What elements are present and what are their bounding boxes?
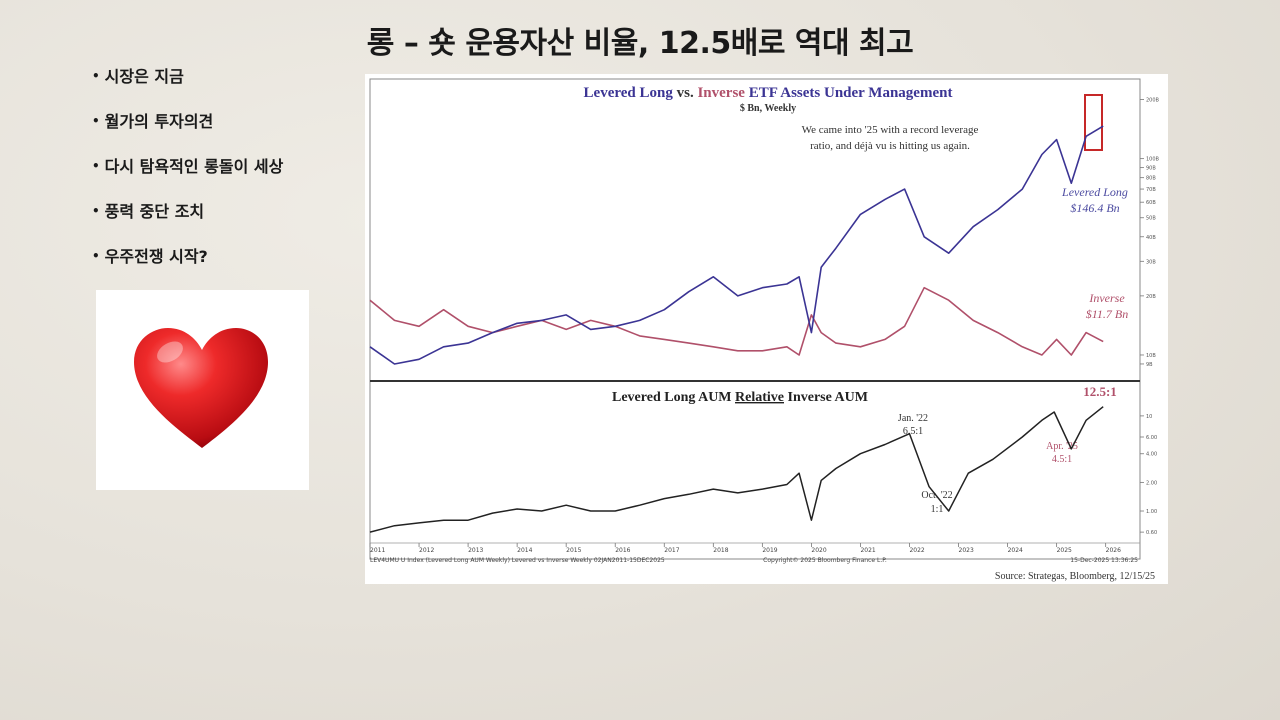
inverse-series-value: $11.7 Bn <box>1086 307 1128 321</box>
slide-title: 롱 – 숏 운용자산 비율, 12.5배로 역대 최고 <box>366 26 914 61</box>
x-tick-label: 2017 <box>664 547 679 554</box>
bottom-plot <box>369 406 1104 533</box>
x-tick-label: 2024 <box>1008 547 1023 554</box>
footer-source: Source: Strategas, Bloomberg, 12/15/25 <box>995 571 1155 582</box>
bullet-item: • 다시 탐욕적인 롱돌이 세상 <box>92 157 284 176</box>
title-part-vs: vs. <box>673 85 698 101</box>
chart-image: Levered Long vs. Inverse ETF Assets Unde… <box>365 74 1168 584</box>
top-chart-subtitle: $ Bn, Weekly <box>740 103 796 114</box>
title-part-inverse: Inverse <box>697 85 745 101</box>
bottom-y-tick-label: 2.00 <box>1146 480 1157 486</box>
x-tick-label: 2018 <box>713 547 728 554</box>
chart-annotation-line2: ratio, and déjà vu is hitting us again. <box>810 140 970 152</box>
bottom-chart-title: Levered Long AUM Relative Inverse AUM <box>612 390 868 405</box>
bottom-title-part3: Inverse AUM <box>784 390 868 405</box>
title-part-long: Levered Long <box>584 85 674 101</box>
top-y-tick-label: 20B <box>1146 294 1156 300</box>
annotation-jan22-label: Jan. '22 <box>898 413 928 424</box>
bottom-title-part1: Levered Long AUM <box>612 390 735 405</box>
bottom-y-tick-label: 6.00 <box>1146 435 1157 441</box>
long-series-line <box>369 125 1104 365</box>
x-tick-label: 2025 <box>1057 547 1072 554</box>
x-tick-label: 2014 <box>517 547 532 554</box>
bottom-y-tick-label: 4.00 <box>1146 452 1157 458</box>
chart-svg: Levered Long vs. Inverse ETF Assets Unde… <box>369 78 1160 582</box>
title-part-rest: ETF Assets Under Management <box>745 85 953 101</box>
top-y-tick-label: 50B <box>1146 216 1156 222</box>
top-y-tick-label: 80B <box>1146 176 1156 182</box>
bottom-y-tick-label: 10 <box>1146 414 1152 420</box>
top-y-tick-label: 30B <box>1146 259 1156 265</box>
footer-copyright: Copyright© 2025 Bloomberg Finance L.P. <box>763 557 887 564</box>
x-axis: 2011 2012 2013 2014 2015 2016 2017 2018 2019 2020… <box>369 542 1140 554</box>
record-ratio-label: 12.5:1 <box>1083 384 1117 399</box>
x-tick-label: 2022 <box>909 547 924 554</box>
top-y-axis: 200B 100B 90B 80B 70B 60B 50B 40B 30B 20B 10B 9B <box>1140 98 1160 368</box>
bullet-item: • 풍력 중단 조치 <box>92 202 205 221</box>
bullet-list: • 시장은 지금 • 월가의 투자의견 • 다시 탐욕적인 롱돌이 세상 • 풍력 중단… <box>92 64 283 289</box>
x-tick-label: 2016 <box>615 547 630 554</box>
top-y-tick-label: 10B <box>1146 353 1156 359</box>
bullet-item: • 시장은 지금 <box>92 67 184 86</box>
x-tick-label: 2021 <box>860 547 875 554</box>
top-y-tick-label: 9B <box>1146 362 1153 368</box>
inverse-series-line <box>369 286 1104 356</box>
top-y-tick-label: 90B <box>1146 166 1156 172</box>
bottom-y-axis: 10 6.00 4.00 2.00 1.00 0.60 <box>1140 414 1157 536</box>
bullet-text: 시장은 지금 <box>104 67 184 86</box>
top-y-tick-label: 200B <box>1146 98 1160 104</box>
x-tick-label: 2026 <box>1106 547 1121 554</box>
x-tick-label: 2012 <box>419 547 434 554</box>
heart-icon <box>134 328 268 448</box>
x-tick-label: 2015 <box>566 547 581 554</box>
top-plot <box>369 125 1104 365</box>
bullet-text: 월가의 투자의견 <box>104 112 214 131</box>
x-tick-label: 2011 <box>370 547 385 554</box>
long-series-label: Levered Long <box>1061 185 1128 199</box>
bullet-text: 다시 탐욕적인 롱돌이 세상 <box>104 157 284 176</box>
inverse-series-label: Inverse <box>1088 291 1125 305</box>
top-y-tick-label: 100B <box>1146 157 1160 163</box>
annotation-oct22-value: 1:1 <box>931 504 944 515</box>
annotation-apr25-label: Apr. '25 <box>1046 441 1078 452</box>
bullet-text: 풍력 중단 조치 <box>104 202 205 221</box>
top-y-tick-label: 60B <box>1146 200 1156 206</box>
top-y-tick-label: 70B <box>1146 187 1156 193</box>
heart-image <box>96 290 309 490</box>
long-series-value: $146.4 Bn <box>1070 201 1119 215</box>
bullet-item: • 월가의 투자의견 <box>92 112 214 131</box>
chart-annotation-line1: We came into '25 with a record leverage <box>802 124 979 136</box>
annotation-jan22-value: 6.5:1 <box>903 426 923 437</box>
bottom-title-part2: Relative <box>735 390 784 405</box>
x-tick-label: 2019 <box>762 547 777 554</box>
footer-index: LEV4UMU U Index (Levered Long AUM Weekly… <box>370 557 665 564</box>
x-tick-label: 2020 <box>811 547 826 554</box>
ratio-series-line <box>369 406 1104 533</box>
x-tick-label: 2023 <box>959 547 974 554</box>
top-chart-title: Levered Long vs. Inverse ETF Assets Unde… <box>584 85 953 101</box>
bottom-y-tick-label: 0.60 <box>1146 530 1157 536</box>
top-y-tick-label: 40B <box>1146 235 1156 241</box>
record-highlight-box <box>1084 94 1103 151</box>
annotation-apr25-value: 4.5:1 <box>1052 454 1072 465</box>
chart-frame <box>369 78 1141 560</box>
bottom-y-tick-label: 1.00 <box>1146 509 1157 515</box>
footer-date: 15-Dec-2025 13:36:25 <box>1070 557 1138 564</box>
bullet-text: 우주전쟁 시작? <box>104 247 208 266</box>
bullet-item: • 우주전쟁 시작? <box>92 247 208 266</box>
x-tick-label: 2013 <box>468 547 483 554</box>
